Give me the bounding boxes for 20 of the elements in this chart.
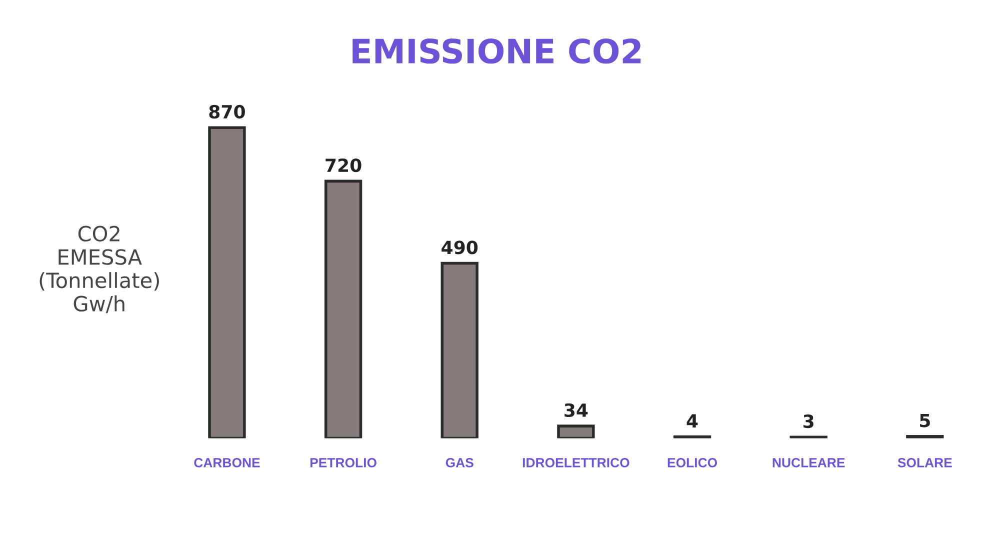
x-tick-label: EOLICO (668, 458, 717, 468)
bar (324, 180, 362, 438)
x-tick-label: CARBONE (194, 458, 260, 468)
y-axis-title: CO2 EMESSA (Tonnellate) Gw/h (40, 226, 159, 314)
data-label: 34 (564, 403, 588, 418)
x-tick-label: SOLARE (898, 458, 952, 468)
bar (557, 424, 595, 438)
chart-title: EMISSIONE CO2 (352, 38, 641, 64)
x-tick-label: NUCLEARE (772, 458, 845, 468)
data-label: 870 (209, 104, 245, 119)
x-tick-label: IDROELETTRICO (522, 458, 630, 468)
data-label: 4 (686, 414, 698, 428)
data-label: 5 (920, 414, 930, 428)
bar (208, 126, 246, 438)
data-label: 3 (804, 414, 814, 428)
x-tick-label: PETROLIO (310, 458, 376, 468)
data-label: 490 (442, 240, 478, 254)
x-tick-label: GAS (446, 458, 474, 468)
data-label: 720 (326, 158, 362, 172)
bar (440, 262, 478, 438)
